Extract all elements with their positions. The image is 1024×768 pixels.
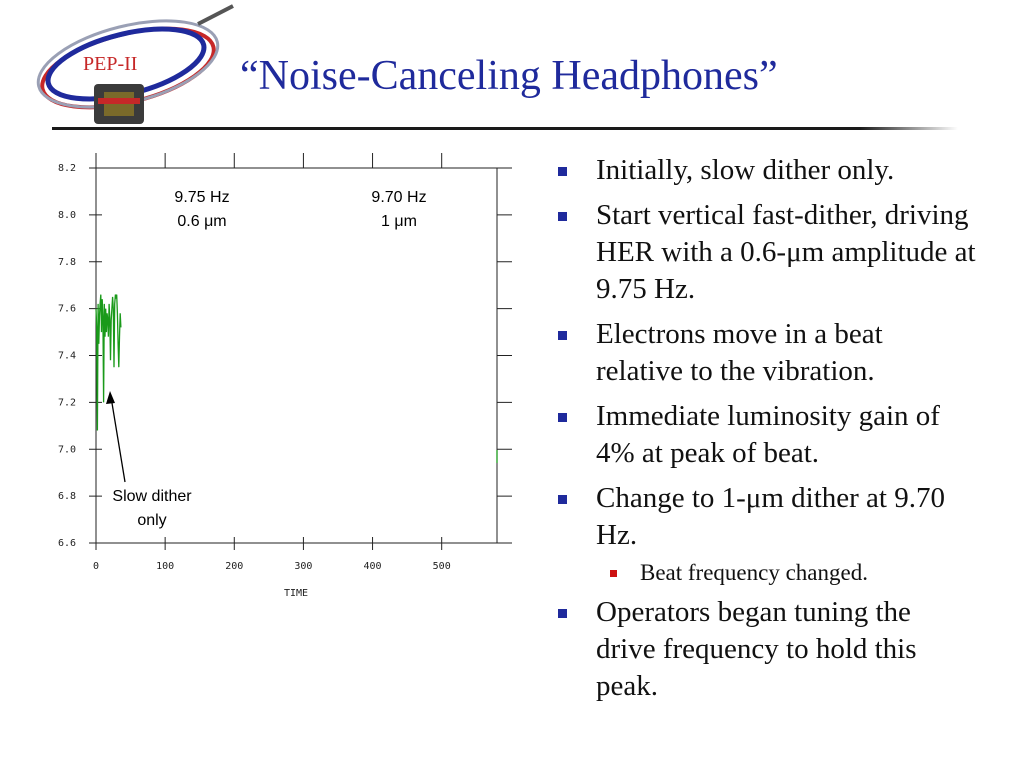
y-tick-label: 6.8 [58, 491, 76, 502]
sub-bullet-item: Beat frequency changed. [556, 558, 976, 588]
title-divider [52, 127, 958, 130]
bullet-text: Electrons move in a beat relative to the… [596, 318, 883, 387]
plot-frame [95, 167, 498, 544]
bullet-marker-icon [558, 331, 567, 340]
x-tick-label: 100 [156, 561, 174, 572]
annotation-slow-dither-line2: only [137, 512, 166, 529]
bullet-text: Immediate luminosity gain of 4% at peak … [596, 400, 940, 469]
annotation-arrow-line [110, 396, 126, 483]
y-tick-label: 7.6 [58, 304, 76, 315]
title-divider-fade [860, 127, 958, 130]
bullet-marker-icon [558, 167, 567, 176]
bullet-text: Initially, slow dither only. [596, 154, 895, 186]
beamline [197, 4, 234, 26]
x-tick-label: 300 [294, 561, 312, 572]
annotation-slow-dither-line1: Slow dither [112, 488, 192, 505]
annotation-970-freq: 9.70 Hz [371, 189, 426, 206]
x-tick-label: 200 [225, 561, 243, 572]
logo-text: PEP-II [83, 53, 137, 75]
y-tick-label: 6.6 [58, 538, 76, 549]
luminosity-chart: 0 100 200 300 400 500 6.6 6.8 7.0 7.2 7.4 7.6 7.8 8.0… [58, 153, 512, 599]
bullet-item: Initially, slow dither only. [556, 152, 976, 189]
slide-title: “Noise-Canceling Headphones” [240, 53, 778, 99]
annotation-975-amp: 0.6 μm [177, 213, 226, 230]
y-tick-label: 7.4 [58, 351, 76, 362]
bullet-item: Start vertical fast-dither, driving HER … [556, 197, 976, 308]
bullet-text: Start vertical fast-dither, driving HER … [596, 199, 976, 305]
x-tick-label: 500 [433, 561, 451, 572]
y-tick-label: 7.2 [58, 397, 76, 408]
bullet-item: Change to 1-μm dither at 9.70 Hz. [556, 480, 976, 554]
y-tick-label: 8.0 [58, 210, 76, 221]
x-axis-title: TIME [284, 588, 308, 599]
bullet-marker-icon [558, 609, 567, 618]
x-tick-label: 400 [364, 561, 382, 572]
tick-labels: 0 100 200 300 400 500 6.6 6.8 7.0 7.2 7.4 7.6 7.8 8.0… [58, 163, 451, 572]
bullet-text: Operators began tuning the drive frequen… [596, 596, 917, 702]
y-tick-label: 7.8 [58, 257, 76, 268]
bullet-text: Beat frequency changed. [640, 560, 868, 585]
bullet-item: Immediate luminosity gain of 4% at peak … [556, 398, 976, 472]
bullet-list: Initially, slow dither only. Start vertic… [556, 152, 976, 713]
detector-stripe [98, 98, 140, 104]
bullet-marker-icon [558, 212, 567, 221]
annotation-975-freq: 9.75 Hz [174, 189, 229, 206]
sub-bullet-marker-icon [610, 570, 617, 577]
bullet-text: Change to 1-μm dither at 9.70 Hz. [596, 482, 945, 551]
series-line [95, 294, 122, 431]
bullet-item: Operators began tuning the drive frequen… [556, 594, 976, 705]
bullet-marker-icon [558, 495, 567, 504]
annotation-arrow-head [106, 391, 115, 404]
y-tick-label: 7.0 [58, 444, 76, 455]
pep-ii-logo: PEP-II [36, 4, 234, 124]
bullet-marker-icon [558, 413, 567, 422]
y-tick-label: 8.2 [58, 163, 76, 174]
bullet-item: Electrons move in a beat relative to the… [556, 316, 976, 390]
annotation-970-amp: 1 μm [381, 213, 417, 230]
x-tick-label: 0 [93, 561, 99, 572]
